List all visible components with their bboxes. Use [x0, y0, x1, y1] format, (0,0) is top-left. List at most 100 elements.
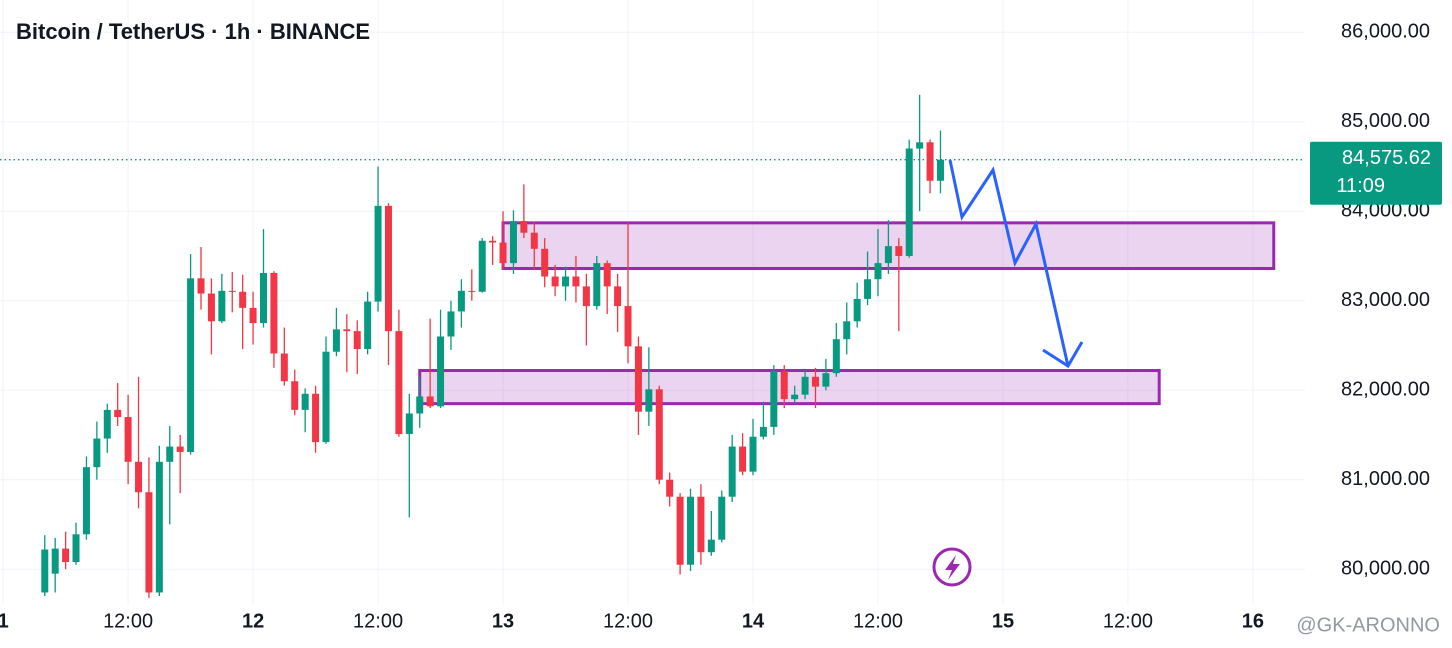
candle-body: [499, 242, 507, 264]
candle-body: [447, 311, 455, 337]
candle-body: [718, 496, 726, 540]
candle-body: [72, 534, 80, 563]
candle-body: [874, 263, 882, 280]
candle-body: [936, 159, 944, 181]
candle-body: [343, 329, 351, 332]
candle-body: [280, 353, 288, 382]
candle-body: [770, 371, 778, 427]
candle-body: [801, 376, 809, 395]
candle-body: [676, 496, 684, 565]
candle-body: [384, 205, 392, 332]
watermark: @GK-ARONNO: [1296, 614, 1440, 636]
candle-body: [103, 409, 111, 439]
candle-body: [645, 389, 653, 412]
candle-body: [312, 393, 320, 443]
candle-body: [905, 148, 913, 256]
candle-body: [51, 548, 59, 574]
candle-body: [364, 301, 372, 350]
candle-body: [187, 278, 195, 452]
candle-body: [687, 496, 695, 565]
candle-body: [530, 232, 538, 249]
candle-body: [374, 205, 382, 302]
candle-body: [572, 276, 580, 287]
candle-body: [114, 409, 122, 418]
x-tick-label: 12:00: [853, 610, 903, 632]
candle-body: [551, 276, 559, 287]
candle-body: [541, 248, 549, 277]
candle-body: [562, 276, 570, 287]
candle-body: [749, 436, 757, 472]
candle-body: [666, 479, 674, 497]
candle-body: [416, 396, 424, 414]
candle-body: [864, 279, 872, 299]
zone: [418, 369, 1161, 406]
candle-body: [520, 221, 528, 233]
candle-body: [822, 373, 830, 387]
candle-body: [707, 539, 715, 553]
y-tick-label: 81,000.00: [1341, 468, 1430, 490]
candle-body: [124, 417, 132, 462]
lightning-icon: [932, 547, 972, 587]
arrow-head: [1042, 341, 1084, 369]
x-tick-label: 12:00: [353, 610, 403, 632]
candle-body: [145, 492, 153, 593]
candle-body: [895, 246, 903, 256]
candle-body: [395, 331, 403, 435]
price-tag: [1310, 141, 1442, 205]
x-tick-label: 15: [992, 610, 1014, 632]
candle-body: [93, 438, 101, 468]
candle-body: [176, 446, 184, 452]
candle-body: [832, 339, 840, 374]
y-tick-label: 86,000.00: [1341, 21, 1430, 43]
y-tick-label: 82,000.00: [1341, 378, 1430, 400]
candle-body: [884, 246, 892, 264]
candle-body: [62, 548, 70, 563]
candle-body: [655, 389, 663, 480]
candle-body: [426, 396, 434, 407]
candle-body: [582, 286, 590, 307]
candle-body: [405, 413, 413, 435]
candle-body: [41, 549, 49, 593]
candle-body: [728, 446, 736, 497]
x-tick-label: 12: [242, 610, 264, 632]
candle-body: [249, 307, 257, 324]
candle-body: [634, 346, 642, 412]
x-tick-label: 12:00: [103, 610, 153, 632]
candles: [41, 94, 944, 598]
candle-body: [135, 461, 143, 493]
candle-body: [207, 293, 215, 322]
candle-body: [478, 240, 486, 292]
x-tick-label: 12:00: [603, 610, 653, 632]
candle-body: [489, 240, 497, 243]
candle-body: [603, 263, 611, 287]
candle-body: [697, 496, 705, 553]
x-tick-label: 12:00: [1103, 610, 1153, 632]
candle-body: [332, 329, 340, 352]
price-tag-label: 84,575.62: [1342, 147, 1431, 169]
chart-title: Bitcoin / TetherUS · 1h · BINANCE: [16, 19, 370, 44]
candle-body: [791, 394, 799, 400]
candle-body: [228, 290, 236, 292]
candle-body: [259, 272, 267, 324]
candle-body: [853, 298, 861, 322]
candle-body: [509, 221, 517, 264]
candle-body: [916, 142, 924, 149]
candle-body: [759, 426, 767, 437]
price-tag-countdown: 11:09: [1336, 175, 1385, 197]
x-tick-label: 14: [742, 610, 765, 632]
y-tick-label: 85,000.00: [1341, 110, 1430, 132]
candle-body: [82, 467, 90, 535]
candle-body: [614, 286, 622, 307]
candle-body: [155, 461, 163, 593]
candle-body: [780, 371, 788, 400]
y-tick-label: 84,000.00: [1341, 199, 1430, 221]
candle-body: [843, 321, 851, 340]
candle-body: [353, 331, 361, 350]
x-tick-label: 16: [1242, 610, 1264, 632]
candle-body: [457, 290, 465, 312]
candle-body: [322, 351, 330, 443]
candle-body: [468, 290, 476, 292]
candle-body: [593, 263, 601, 307]
